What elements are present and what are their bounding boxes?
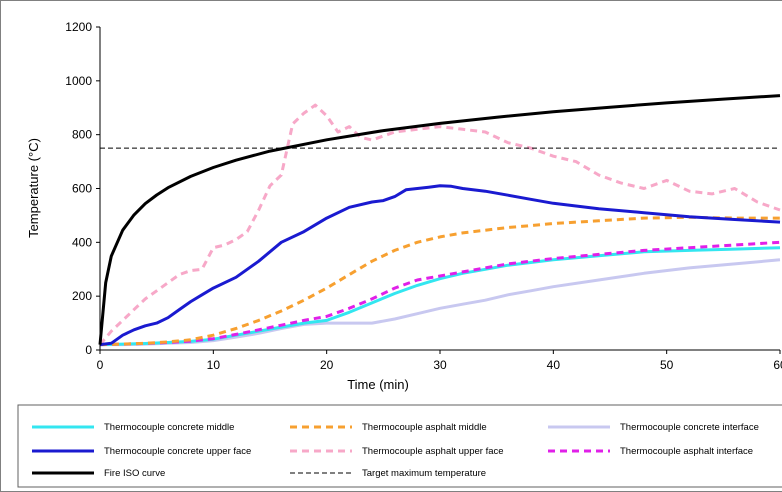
y-tick-label: 800: [72, 128, 92, 142]
y-axis-ticks: 0 200 400 600 800 1000 1200: [65, 20, 100, 357]
legend-label: Thermocouple concrete interface: [620, 422, 759, 433]
x-axis-ticks: 0 10 20 30 40 50 60: [97, 350, 782, 372]
legend-label: Thermocouple asphalt interface: [620, 446, 753, 457]
legend-label: Fire ISO curve: [104, 468, 165, 479]
y-tick-label: 400: [72, 235, 92, 249]
y-tick-label: 1000: [65, 74, 92, 88]
y-axis-label: Temperature (°C): [26, 138, 41, 238]
x-axis-label: Time (min): [347, 377, 409, 392]
x-tick-label: 40: [547, 358, 561, 372]
y-tick-label: 600: [72, 182, 92, 196]
x-tick-label: 0: [97, 358, 104, 372]
legend: Thermocouple concrete middle Thermocouple…: [17, 404, 782, 488]
series-line-4: [98, 103, 781, 346]
legend-box: [17, 404, 782, 488]
x-tick-label: 20: [320, 358, 334, 372]
series-line-5: [99, 240, 781, 347]
legend-label: Thermocouple concrete middle: [104, 422, 234, 433]
y-tick-label: 0: [85, 343, 92, 357]
y-tick-label: 200: [72, 289, 92, 303]
x-tick-label: 10: [207, 358, 221, 372]
legend-label: Thermocouple asphalt upper face: [362, 446, 504, 457]
series-line-3: [99, 184, 781, 347]
series-layer: [98, 94, 781, 347]
series-line-1: [99, 215, 780, 347]
y-tick-label: 1200: [65, 20, 92, 34]
x-tick-label: 50: [660, 358, 674, 372]
legend-items: Thermocouple concrete middle Thermocouple…: [32, 422, 759, 479]
legend-label: Thermocouple asphalt middle: [362, 422, 487, 433]
x-tick-label: 60: [773, 358, 782, 372]
plot-area: 0 200 400 600 800 1000 1200 0 10 20 30 40 50 60: [65, 20, 782, 372]
legend-label: Thermocouple concrete upper face: [104, 446, 251, 457]
x-tick-label: 30: [433, 358, 447, 372]
legend-label: Target maximum temperature: [362, 468, 486, 479]
series-line-6: [98, 94, 781, 345]
series-line-0: [99, 246, 781, 347]
